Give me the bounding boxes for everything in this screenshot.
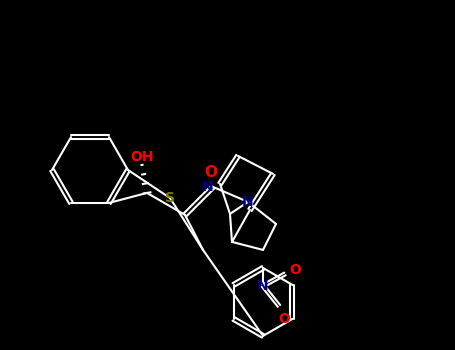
Text: O: O [289, 263, 301, 277]
Text: N: N [242, 195, 254, 209]
Text: O: O [204, 166, 217, 180]
Text: OH: OH [130, 150, 154, 164]
Text: O: O [278, 312, 290, 326]
Text: N: N [257, 279, 269, 293]
Text: S: S [165, 191, 175, 205]
Text: N: N [202, 180, 214, 194]
